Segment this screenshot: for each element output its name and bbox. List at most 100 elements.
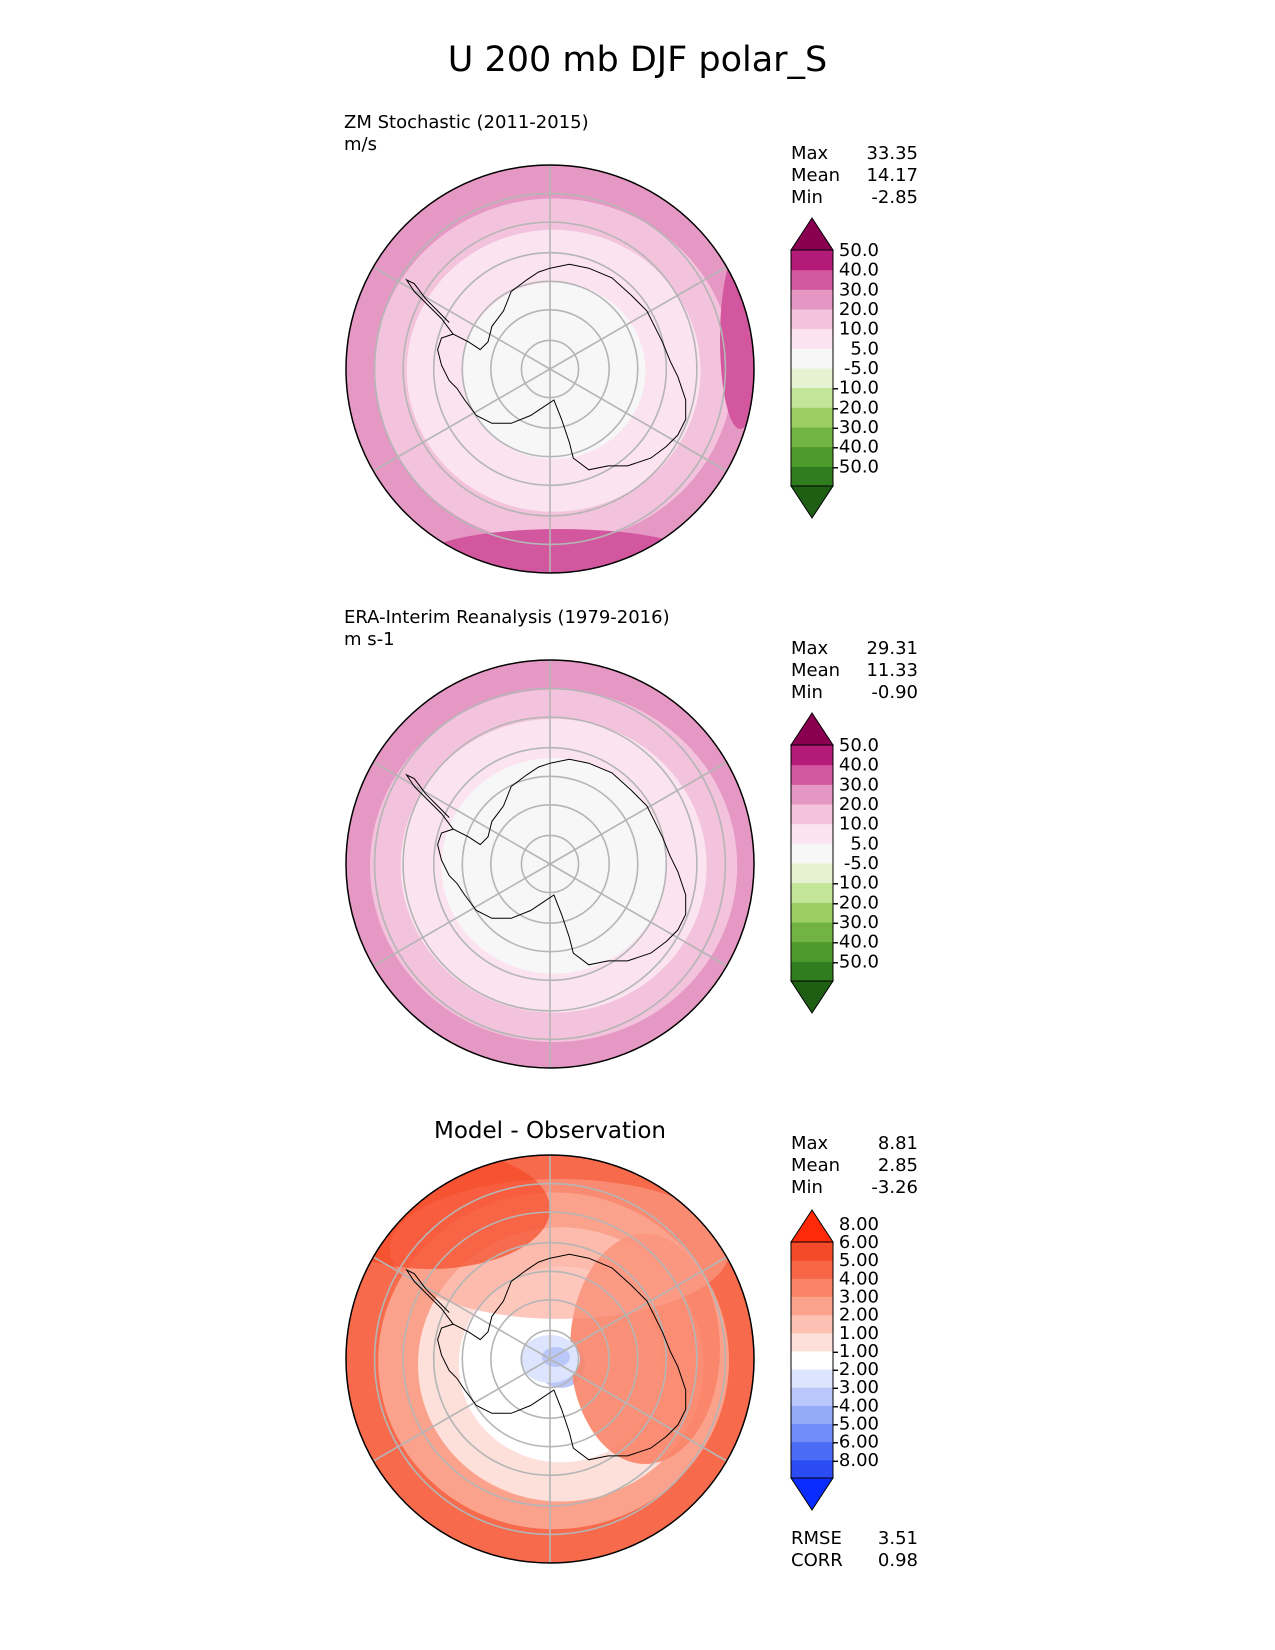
- colorbar-segment: [791, 1350, 833, 1370]
- antarctica-coastline: [437, 1253, 687, 1461]
- colorbar-tick-label: 1.00: [839, 1323, 879, 1344]
- antarctica-coastline: [437, 263, 687, 471]
- colorbar-tick-label: 50.0: [839, 240, 879, 261]
- diff-extra-stats: RMSE 3.51 CORR 0.98: [791, 1528, 918, 1572]
- colorbar-tick-label: 4.00: [839, 1268, 879, 1289]
- colorbar-extend-min: [790, 1477, 834, 1511]
- colorbar-tick-label: -20.0: [832, 892, 879, 913]
- colorbar-segment: [791, 764, 833, 785]
- stat-min-label: Min: [791, 682, 823, 703]
- stat-max-label: Max: [791, 143, 829, 164]
- diff-title: Model - Observation: [433, 1118, 667, 1144]
- colorbar-segment: [791, 348, 833, 369]
- map-boundary: [345, 164, 755, 574]
- colorbar-segment: [791, 1296, 833, 1316]
- colorbar-segment: [791, 309, 833, 330]
- diff-colorbar: -8.00-6.00-5.00-4.00-3.00-2.00-1.001.002…: [790, 1209, 879, 1511]
- colorbar-tick-label: -5.0: [844, 358, 879, 379]
- stat-mean-label: Mean: [791, 660, 841, 681]
- test-title-units: m/s: [344, 134, 377, 155]
- longitude-gridline: [372, 761, 551, 865]
- colorbar-segment: [791, 250, 833, 271]
- colorbar-segment: [791, 1387, 833, 1406]
- colorbar-tick-label: -4.00: [832, 1395, 879, 1416]
- longitude-gridline: [372, 1256, 551, 1360]
- stat-rmse-value: 3.51: [877, 1528, 918, 1549]
- contour-band-positive: [346, 1155, 550, 1269]
- test-title: ZM Stochastic (2011-2015) m/s: [344, 112, 589, 156]
- colorbar-tick-label: -3.00: [832, 1377, 879, 1398]
- longitude-gridline: [549, 1358, 728, 1462]
- peninsula-coastline: [405, 773, 454, 830]
- colorbar-segment: [791, 843, 833, 864]
- stat-mean-value: 2.85: [877, 1155, 918, 1176]
- colorbar-tick-label: -20.0: [832, 397, 879, 418]
- main-title: U 200 mb DJF polar_S: [447, 40, 828, 80]
- longitude-gridline: [372, 266, 551, 370]
- colorbar-tick-label: -6.00: [832, 1432, 879, 1453]
- colorbar-tick-label: 5.00: [839, 1250, 879, 1271]
- colorbar-extend-max: [790, 1209, 834, 1243]
- longitude-gridline: [549, 1256, 728, 1360]
- colorbar-segment: [791, 882, 833, 903]
- stat-mean-value: 11.33: [866, 660, 918, 681]
- colorbar-segment: [791, 466, 833, 487]
- map-field: [346, 165, 754, 573]
- colorbar-tick-label: -10.0: [832, 378, 879, 399]
- colorbar-tick-label: 8.00: [839, 1214, 879, 1235]
- colorbar-tick-label: -5.00: [832, 1414, 879, 1435]
- antarctica-coastline: [437, 758, 687, 966]
- colorbar-segment: [791, 368, 833, 389]
- stat-max-value: 29.31: [866, 638, 918, 659]
- test-stats: Max 33.35 Mean 14.17 Min -2.85: [791, 143, 918, 209]
- stat-min-value: -0.90: [871, 682, 918, 703]
- colorbar-segment: [791, 1459, 833, 1479]
- colorbar-extend-min: [790, 980, 834, 1014]
- test-title-line1: ZM Stochastic (2011-2015): [344, 112, 589, 133]
- colorbar-tick-label: 50.0: [839, 735, 879, 756]
- stat-min-value: -2.85: [871, 187, 918, 208]
- ref-title-line1: ERA-Interim Reanalysis (1979-2016): [344, 607, 670, 628]
- colorbar-segment: [791, 823, 833, 844]
- stat-max-value: 33.35: [866, 143, 918, 164]
- colorbar-tick-label: -30.0: [832, 912, 879, 933]
- colorbar-segment: [791, 1332, 833, 1352]
- colorbar-segment: [791, 1405, 833, 1425]
- longitude-gridline: [549, 368, 728, 472]
- ref-title-units: m s-1: [344, 629, 395, 650]
- colorbar-tick-label: 30.0: [839, 279, 879, 300]
- stat-rmse-label: RMSE: [791, 1528, 842, 1549]
- colorbar-tick-label: -50.0: [832, 456, 879, 477]
- colorbar-segment: [791, 407, 833, 428]
- colorbar-tick-label: 10.0: [839, 319, 879, 340]
- colorbar-segment: [791, 902, 833, 923]
- colorbar-segment: [791, 745, 833, 766]
- colorbar-tick-label: 20.0: [839, 794, 879, 815]
- stat-max-label: Max: [791, 1133, 829, 1154]
- longitude-gridline: [372, 863, 551, 967]
- stat-mean-label: Mean: [791, 165, 841, 186]
- colorbar-extend-max: [790, 217, 834, 251]
- colorbar-tick-label: 40.0: [839, 260, 879, 281]
- colorbar-tick-label: -10.0: [832, 873, 879, 894]
- stat-max-label: Max: [791, 638, 829, 659]
- map-boundary: [345, 659, 755, 1069]
- stat-corr-label: CORR: [791, 1550, 843, 1571]
- test-polar-map: [345, 164, 755, 574]
- stat-min-label: Min: [791, 1177, 823, 1198]
- peninsula-coastline: [405, 1268, 454, 1325]
- ref-title: ERA-Interim Reanalysis (1979-2016) m s-1: [344, 607, 670, 651]
- colorbar-frame: [790, 744, 834, 982]
- colorbar-tick-label: -30.0: [832, 417, 879, 438]
- colorbar-tick-label: 5.0: [850, 338, 879, 359]
- colorbar-segment: [791, 1441, 833, 1461]
- colorbar-segment: [791, 427, 833, 448]
- stat-corr-value: 0.98: [877, 1550, 918, 1571]
- contour-band-high: [420, 529, 700, 573]
- colorbar-tick-label: 3.00: [839, 1286, 879, 1307]
- longitude-gridline: [549, 266, 728, 370]
- diff-stats: Max 8.81 Mean 2.85 Min -3.26: [791, 1133, 918, 1199]
- map-field: [346, 1155, 754, 1563]
- colorbar-segment: [791, 289, 833, 310]
- colorbar-frame: [790, 1241, 834, 1479]
